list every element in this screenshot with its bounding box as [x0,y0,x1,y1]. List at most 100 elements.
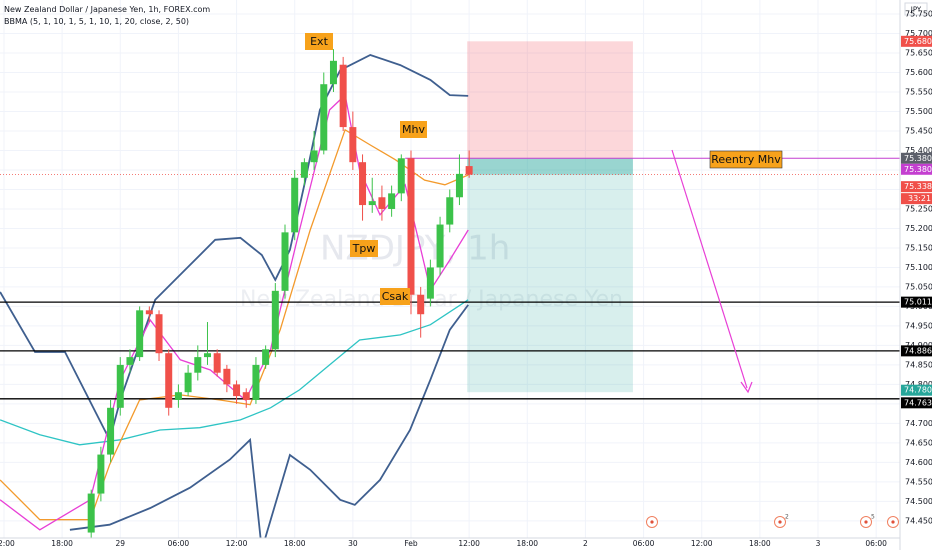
candle-body [397,158,405,194]
candle-body [145,310,153,315]
candle-body [203,353,211,358]
plot-area [0,41,900,538]
candle-body [310,150,318,163]
grid [0,0,900,538]
y-tick-label: 74.650 [905,438,932,447]
candle-body [407,158,415,295]
y-tick-label: 74.500 [905,497,932,506]
price-label: 74.780 [904,386,932,395]
target-zone [467,158,633,393]
candle-body [262,349,270,365]
price-label: 74.886 [904,346,932,355]
price-label-box [901,397,932,409]
y-tick-label: 75.500 [905,107,932,116]
candle-body [155,314,163,354]
candle-body [136,310,144,358]
x-tick-label: Feb [404,539,418,548]
x-tick-label: 06:00 [633,539,655,548]
price-label-box [901,163,932,175]
indicator-label: BBMA (5, 1, 10, 1, 5, 1, 10, 1, 20, clos… [4,17,189,26]
y-tick-label: 75.150 [905,243,932,252]
event-icon-dot [864,520,868,524]
x-tick-label: 12:00 [458,539,480,548]
price-label-box [901,35,932,47]
candle-body [417,294,425,315]
candle-body [281,232,289,291]
y-tick-label: 74.800 [905,380,932,389]
candle-body [436,224,444,268]
candle-body [291,177,299,233]
x-tick-label: 06:00 [865,539,887,548]
price-label-box [901,152,932,164]
candle-body [165,353,173,408]
y-tick-label: 75.250 [905,204,932,213]
price-label: 75.380 [904,154,932,163]
price-label: 75.380 [904,165,932,174]
chart-title: New Zealand Dollar / Japanese Yen, 1h, F… [4,5,210,14]
y-tick-label: 75.200 [905,224,932,233]
event-icon-dot [778,520,782,524]
annotation-box [305,33,333,50]
candle-body [184,372,192,393]
x-tick-label: 3 [816,539,821,548]
x-tick-label: 06:00 [168,539,190,548]
candle-body [223,368,231,385]
y-tick-label: 75.100 [905,263,932,272]
event-icon-dot [891,520,895,524]
candle-body [300,162,308,178]
x-tick-label: 18:00 [749,539,771,548]
y-tick-label: 74.950 [905,321,932,330]
countdown-box [901,193,932,205]
y-tick-label: 75.400 [905,146,932,155]
overlay: Ext Mhv Tpw Csak Reentry Mhv 2 5 [305,33,899,528]
y-tick-label: 75.600 [905,68,932,77]
open-pnl-zone [467,158,633,175]
x-tick-label: 12:00 [691,539,713,548]
candle-body [320,84,328,151]
y-tick-label: 75.700 [905,29,932,38]
candle-body [194,357,202,373]
axis: 75.750 75.700 75.650 75.600 75.550 75.500 75.4… [901,10,932,525]
price-label: 75.680 [904,37,932,46]
annotation-box [350,240,378,257]
y-tick-label: 75.750 [905,10,932,19]
event-icon-dot [650,520,654,524]
candle-body [242,392,250,400]
price-axis [900,0,932,550]
arrow [671,149,748,389]
x-tick-label: 30 [348,539,358,548]
candle-body [174,392,182,400]
candle-body [349,127,357,163]
price-label: 75.011 [904,298,932,307]
y-tick-label: 74.850 [905,360,932,369]
candle-body [126,357,134,365]
y-tick-label: 74.550 [905,477,932,486]
candle-body [368,201,376,206]
candle-body [107,407,115,455]
candle-body [339,64,347,128]
candle-body [329,60,337,85]
candle-body [271,290,279,350]
x-tick-label: 18:00 [51,539,73,548]
price-label-box [901,296,932,308]
y-tick-label: 74.700 [905,419,932,428]
annotation-box [380,288,410,305]
annotation: Tpw [352,242,376,255]
x-tick-label: 18:00 [284,539,306,548]
candle-body [252,364,260,400]
price-label-box [901,181,932,193]
candle-body [426,267,434,299]
indicator-line [69,304,469,538]
x-tick-label: 2 [583,539,588,548]
annotation-box [709,150,783,169]
x-tick-label: 29 [115,539,125,548]
y-tick-label: 74.450 [905,516,932,525]
candle-body [378,197,386,209]
x-tick-label: 18:00 [516,539,538,548]
y-tick-label: 74.600 [905,458,932,467]
event-count: 5 [871,514,875,521]
price-label-box [901,384,932,396]
indicator-line [0,299,469,446]
y-tick-label: 75.550 [905,88,932,97]
